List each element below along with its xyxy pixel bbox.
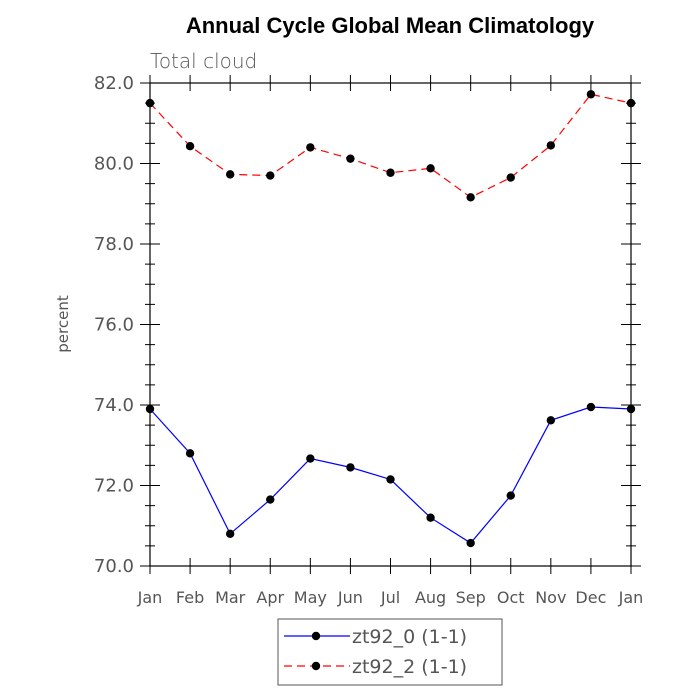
legend-label: zt92_0 (1-1) xyxy=(352,626,467,648)
data-point xyxy=(466,193,475,202)
plot-frame xyxy=(149,82,632,567)
x-tick-label: Jan xyxy=(137,588,163,607)
legend-entry: zt92_2 (1-1) xyxy=(284,656,467,678)
data-point xyxy=(586,90,596,99)
data-point xyxy=(346,463,355,472)
y-tick-label: 70.0 xyxy=(94,556,134,577)
y-tick-label: 82.0 xyxy=(94,73,134,94)
data-point xyxy=(546,416,556,425)
data-point xyxy=(386,475,395,484)
x-tick-label: Sep xyxy=(456,588,486,607)
legend-box xyxy=(277,618,503,686)
data-point xyxy=(466,538,475,548)
data-point xyxy=(145,98,155,108)
y-tick-label: 74.0 xyxy=(94,395,134,416)
legend-entry: zt92_0 (1-1) xyxy=(284,626,467,648)
x-tick-label: Aug xyxy=(415,588,446,607)
y-axis-label: percent xyxy=(54,295,72,353)
x-tick-label: Apr xyxy=(256,588,284,607)
legend-label: zt92_2 (1-1) xyxy=(352,656,467,678)
x-tick-label: Oct xyxy=(497,588,525,607)
data-point xyxy=(266,495,275,504)
data-point xyxy=(145,404,155,414)
chart-subtitle: Total cloud xyxy=(150,49,257,73)
data-point xyxy=(346,154,355,163)
data-point xyxy=(626,98,636,108)
y-tick-label: 72.0 xyxy=(94,476,134,497)
data-point xyxy=(506,491,515,500)
x-tick-label: Jun xyxy=(337,588,363,607)
x-tick-label: Dec xyxy=(575,588,606,607)
series-layer xyxy=(145,90,636,548)
data-point xyxy=(586,402,596,412)
series-line xyxy=(149,93,632,199)
series-1 xyxy=(145,402,636,548)
x-tick-label: Mar xyxy=(215,588,246,607)
y-tick-label: 80.0 xyxy=(94,154,134,175)
x-tick-label: May xyxy=(294,588,327,607)
data-point xyxy=(225,529,235,538)
data-point xyxy=(225,170,235,179)
data-point xyxy=(185,141,195,151)
legend-marker xyxy=(311,661,321,671)
series-line xyxy=(149,406,632,544)
x-tick-label: Feb xyxy=(176,588,204,607)
x-tick-label: Jul xyxy=(380,588,400,607)
chart-title: Annual Cycle Global Mean Climatology xyxy=(186,13,595,38)
data-point xyxy=(306,454,315,463)
y-tick-label: 78.0 xyxy=(94,234,134,255)
data-point xyxy=(626,404,636,414)
data-point xyxy=(506,173,515,182)
legend-marker xyxy=(311,631,321,641)
y-tick-label: 76.0 xyxy=(94,315,134,336)
y-tick-labels: 70.0 72.0 74.0 76.0 78.0 80.0 82.0 xyxy=(94,73,134,577)
x-tick-labels: Jan Feb Mar Apr May Jun Jul Aug Sep Oct Nov Dec Jan xyxy=(137,588,644,607)
x-tick-label: Jan xyxy=(618,588,644,607)
axis-ticks xyxy=(140,75,641,574)
data-point xyxy=(546,141,556,150)
data-point xyxy=(386,168,395,177)
data-point xyxy=(306,143,315,152)
data-point xyxy=(426,513,435,522)
series-2 xyxy=(145,90,636,202)
legend-items: zt92_0 (1-1) zt92_2 (1-1) xyxy=(284,626,467,678)
data-point xyxy=(266,171,275,180)
data-point xyxy=(426,164,435,173)
data-point xyxy=(185,449,195,458)
x-tick-label: Nov xyxy=(535,588,566,607)
legend: zt92_0 (1-1) zt92_2 (1-1) xyxy=(277,618,503,686)
